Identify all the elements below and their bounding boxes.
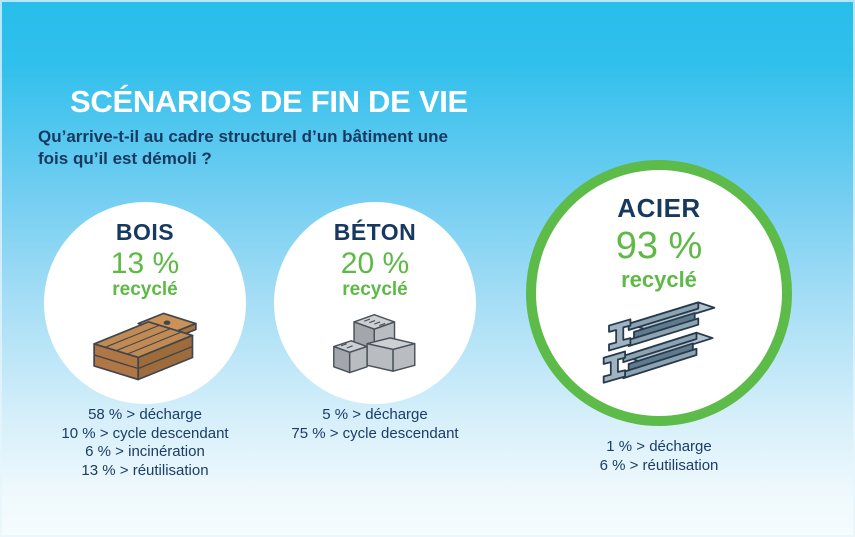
material-percent-bois: 13 % bbox=[110, 247, 180, 281]
breakdown-line: 58 % > décharge bbox=[88, 406, 202, 423]
material-recycled-label-acier: recyclé bbox=[621, 266, 697, 292]
breakdown-line: 6 % > réutilisation bbox=[599, 457, 719, 474]
breakdown-beton: 5 % > décharge 75 % > cycle descendant bbox=[245, 406, 505, 443]
steel-beams-icon bbox=[602, 301, 716, 384]
material-circle-bois: BOIS 13 % recyclé bbox=[44, 202, 246, 404]
material-recycled-label-bois: recyclé bbox=[112, 279, 178, 301]
breakdown-line: 13 % > réutilisation bbox=[81, 461, 209, 479]
breakdown-line: 10 % > cycle descendant bbox=[61, 424, 229, 442]
material-percent-acier: 93 % bbox=[615, 224, 703, 267]
material-percent-beton: 20 % bbox=[340, 247, 410, 281]
breakdown-acier: 1 % > décharge 6 % > réutilisation bbox=[529, 437, 789, 475]
material-circle-acier: ACIER 93 % recyclé bbox=[526, 160, 792, 426]
material-recycled-label-beton: recyclé bbox=[342, 279, 408, 301]
wood-planks-icon bbox=[93, 312, 197, 381]
page-subtitle: Qu’arrive-t-il au cadre structurel d’un … bbox=[38, 127, 448, 168]
breakdown-line: 1 % > décharge bbox=[606, 438, 712, 455]
material-name-beton: BÉTON bbox=[333, 219, 417, 245]
breakdown-bois: 58 % > décharge 10 % > cycle descendant … bbox=[15, 406, 275, 480]
concrete-blocks-icon bbox=[333, 314, 416, 374]
breakdown-line: 75 % > cycle descendant bbox=[291, 424, 459, 442]
breakdown-line: 5 % > décharge bbox=[322, 406, 428, 423]
page-title: SCÉNARIOS DE FIN DE VIE bbox=[70, 84, 468, 119]
material-name-acier: ACIER bbox=[617, 193, 701, 223]
breakdown-line: 6 % > incinération bbox=[85, 443, 205, 460]
material-circle-beton: BÉTON 20 % recyclé bbox=[274, 202, 476, 404]
material-name-bois: BOIS bbox=[115, 219, 175, 245]
